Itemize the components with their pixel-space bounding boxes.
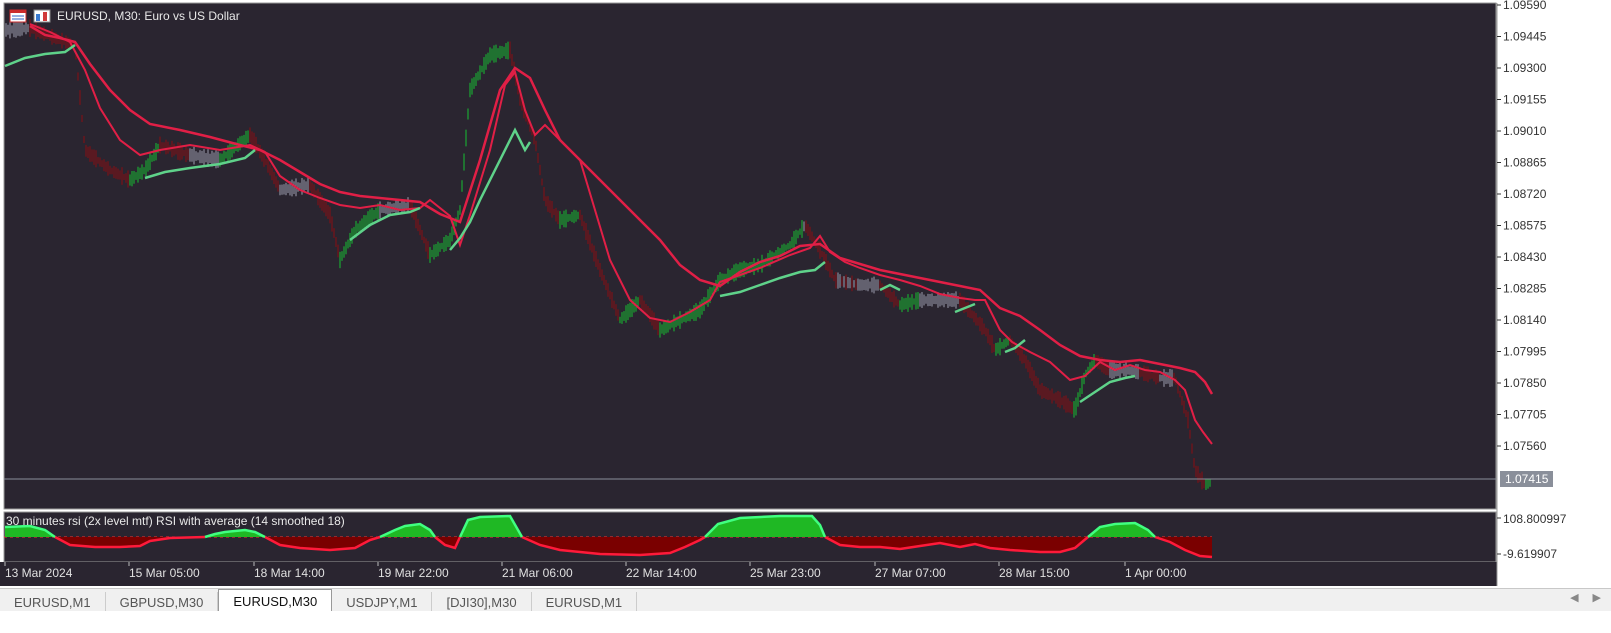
time-axis-strip (0, 562, 1497, 586)
status-strip (0, 611, 1611, 633)
time-axis[interactable]: 13 Mar 2024 15 Mar 05:00 18 Mar 14:00 19 Ma… (4, 562, 1187, 580)
price-pane[interactable] (4, 3, 1496, 509)
price-tick-label: 1.07850 (1503, 376, 1547, 390)
tab-gbpusd-m30[interactable]: GBPUSD,M30 (106, 592, 219, 612)
rsi-line (54, 535, 1213, 559)
price-tick-label: 1.09155 (1503, 93, 1547, 107)
tab-dji30-m30[interactable]: [DJI30],M30 (432, 592, 532, 612)
time-tick-label: 1 Apr 00:00 (1125, 566, 1187, 580)
indicator-title: 30 minutes rsi (2x level mtf) RSI with a… (6, 514, 345, 528)
price-tick-label: 1.09445 (1503, 30, 1547, 44)
chart-title: EURUSD, M30: Euro vs US Dollar (57, 9, 240, 23)
tab-scroll-controls: ◀ ▶ (1570, 591, 1601, 604)
current-price-label: 1.07415 (1505, 472, 1549, 486)
time-tick-label: 27 Mar 07:00 (875, 566, 946, 580)
price-axis[interactable]: 1.09590 1.09445 1.09300 1.09155 1.09010 1.088… (1497, 0, 1547, 453)
price-tick-label: 1.08865 (1503, 156, 1547, 170)
chart-tab-bar: EURUSD,M1 GBPUSD,M30 EURUSD,M30 USDJPY,M… (0, 588, 1611, 612)
chart-window[interactable]: 1.09590 1.09445 1.09300 1.09155 1.09010 1.088… (0, 0, 1611, 610)
time-tick-label: 21 Mar 06:00 (502, 566, 573, 580)
price-tick-label: 1.08720 (1503, 187, 1547, 201)
price-tick-label: 1.07705 (1503, 408, 1547, 422)
time-tick-label: 18 Mar 14:00 (254, 566, 325, 580)
indicator-axis-bottom-label: -9.619907 (1503, 547, 1557, 561)
scroll-left-icon[interactable]: ◀ (1570, 592, 1579, 604)
price-tick-label: 1.09300 (1503, 61, 1547, 75)
tab-eurusd-m1-2[interactable]: EURUSD,M1 (532, 592, 638, 612)
price-tick-label: 1.08285 (1503, 282, 1547, 296)
price-tick-label: 1.08430 (1503, 250, 1547, 264)
price-tick-label: 1.07995 (1503, 345, 1547, 359)
rsi-bear-fill (55, 537, 1212, 557)
time-tick-label: 15 Mar 05:00 (129, 566, 200, 580)
lower-band-line (4, 43, 1136, 404)
tab-eurusd-m30[interactable]: EURUSD,M30 (218, 589, 333, 612)
time-tick-label: 25 Mar 23:00 (750, 566, 821, 580)
one-click-trading-icon[interactable] (33, 9, 51, 23)
scroll-right-icon[interactable]: ▶ (1592, 592, 1601, 604)
inner-band-line (29, 23, 1213, 445)
chart-canvas[interactable]: 1.09590 1.09445 1.09300 1.09155 1.09010 1.088… (0, 0, 1611, 610)
time-tick-label: 22 Mar 14:00 (626, 566, 697, 580)
rsi-line-bull (4, 514, 1156, 539)
price-tick-label: 1.08140 (1503, 313, 1547, 327)
current-price-label-bg (1500, 471, 1553, 487)
time-tick-label: 19 Mar 22:00 (378, 566, 449, 580)
price-tick-label: 1.09010 (1503, 124, 1547, 138)
price-tick-label: 1.08575 (1503, 219, 1547, 233)
price-tick-label: 1.07560 (1503, 439, 1547, 453)
time-tick-label: 28 Mar 15:00 (999, 566, 1070, 580)
price-pane-border (3, 2, 1497, 510)
tab-usdjpy-m1[interactable]: USDJPY,M1 (332, 592, 433, 612)
price-tick-label: 1.09590 (1503, 0, 1547, 12)
chart-window-icon[interactable] (9, 9, 27, 23)
chart-header: EURUSD, M30: Euro vs US Dollar (9, 7, 240, 25)
tab-eurusd-m1[interactable]: EURUSD,M1 (0, 592, 106, 612)
indicator-axis-top-label: 108.800997 (1503, 512, 1567, 526)
time-tick-label: 13 Mar 2024 (5, 566, 73, 580)
